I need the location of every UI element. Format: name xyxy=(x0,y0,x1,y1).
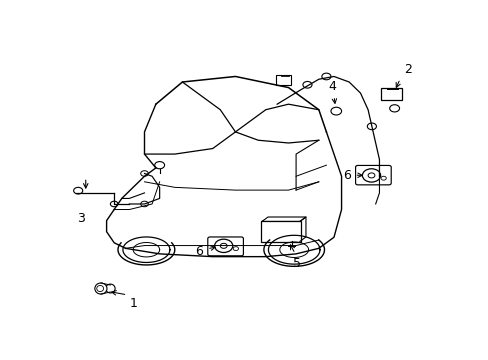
Text: 2: 2 xyxy=(403,63,411,76)
FancyBboxPatch shape xyxy=(207,237,243,256)
Text: 5: 5 xyxy=(292,257,300,270)
Text: 3: 3 xyxy=(77,212,85,225)
Text: 1: 1 xyxy=(129,297,137,310)
Ellipse shape xyxy=(95,283,107,294)
Text: 4: 4 xyxy=(328,80,336,93)
FancyBboxPatch shape xyxy=(261,221,300,242)
Text: 6: 6 xyxy=(342,169,350,182)
FancyBboxPatch shape xyxy=(355,166,390,185)
Ellipse shape xyxy=(105,284,115,293)
FancyBboxPatch shape xyxy=(275,75,290,85)
Ellipse shape xyxy=(97,285,103,292)
Text: 6: 6 xyxy=(195,244,203,258)
FancyBboxPatch shape xyxy=(381,88,401,100)
